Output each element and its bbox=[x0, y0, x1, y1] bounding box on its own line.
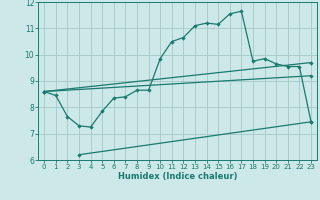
X-axis label: Humidex (Indice chaleur): Humidex (Indice chaleur) bbox=[118, 172, 237, 181]
